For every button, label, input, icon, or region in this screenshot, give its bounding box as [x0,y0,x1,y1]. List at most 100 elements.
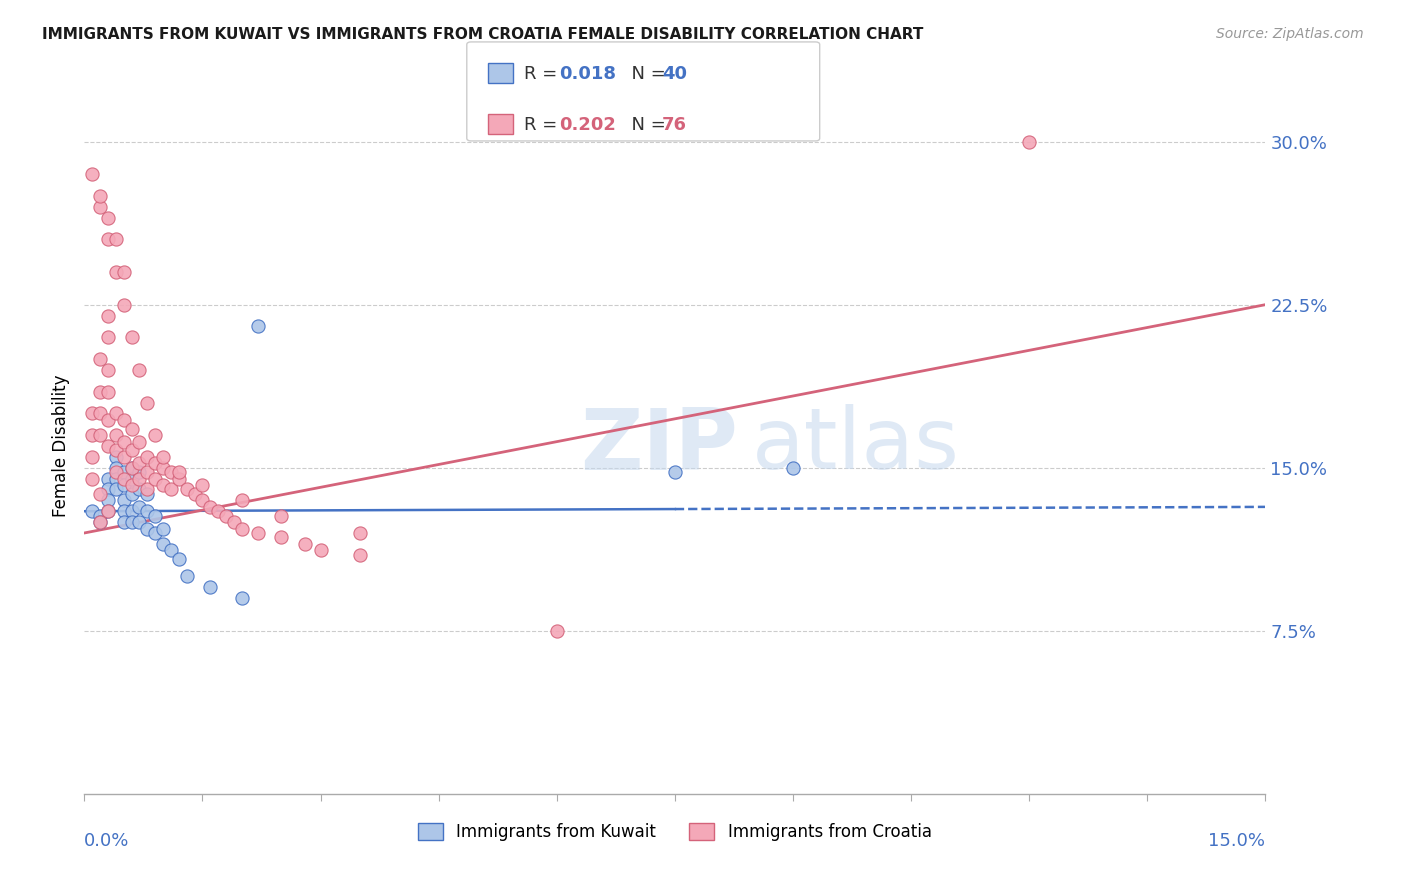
Point [89,508,111,523]
Point [121,460,143,475]
Point [121,443,143,458]
Point [782,460,804,475]
Point [97,413,120,427]
Point [104,483,127,497]
Legend: Immigrants from Kuwait, Immigrants from Croatia: Immigrants from Kuwait, Immigrants from … [412,817,938,848]
Point [121,515,143,529]
Point [270,508,292,523]
Point [128,363,150,377]
Point [231,591,253,606]
Point [97,504,120,518]
Point [128,434,150,449]
Point [82,504,104,518]
Point [82,406,104,420]
Point [104,465,127,479]
Point [89,384,111,399]
Text: N =: N = [620,116,672,134]
Point [121,472,143,486]
Point [136,522,159,536]
Point [143,472,166,486]
Point [104,406,127,420]
Point [215,508,238,523]
Text: 40: 40 [662,65,688,83]
Point [309,543,332,558]
Point [89,351,111,366]
Text: IMMIGRANTS FROM KUWAIT VS IMMIGRANTS FROM CROATIA FEMALE DISABILITY CORRELATION : IMMIGRANTS FROM KUWAIT VS IMMIGRANTS FRO… [42,27,924,42]
Point [128,472,150,486]
Point [176,569,198,583]
Point [89,200,111,214]
Point [160,483,183,497]
Text: 15.0%: 15.0% [1208,832,1265,850]
Point [128,465,150,479]
Point [104,472,127,486]
Point [121,487,143,501]
Point [136,450,159,464]
Point [97,330,120,344]
Point [104,428,127,442]
Point [104,443,127,458]
Point [112,265,135,279]
Point [112,465,135,479]
Point [152,450,174,464]
Point [121,330,143,344]
Text: atlas: atlas [752,404,960,488]
Point [89,515,111,529]
Point [136,465,159,479]
Point [97,504,120,518]
Point [112,413,135,427]
Point [97,211,120,225]
Point [136,395,159,409]
Point [128,500,150,514]
Text: R =: R = [524,116,564,134]
Point [160,465,183,479]
Point [152,522,174,536]
Point [143,457,166,471]
Point [191,493,214,508]
Point [222,515,245,529]
Point [82,472,104,486]
Point [104,232,127,246]
Point [89,515,111,529]
Text: N =: N = [620,65,672,83]
Point [97,483,120,497]
Point [349,526,371,541]
Point [246,319,269,334]
Point [112,478,135,492]
Point [294,537,316,551]
Text: ZIP: ZIP [581,404,738,488]
Point [231,522,253,536]
Point [128,457,150,471]
Point [191,478,214,492]
Point [89,406,111,420]
Point [104,460,127,475]
Point [270,530,292,544]
Point [97,472,120,486]
Point [89,487,111,501]
Point [231,493,253,508]
Point [167,552,190,566]
Text: R =: R = [524,65,564,83]
Point [207,504,229,518]
Point [143,428,166,442]
Point [97,384,120,399]
Point [546,624,568,638]
Point [1018,135,1040,149]
Text: 76: 76 [662,116,688,134]
Point [167,472,190,486]
Point [136,483,159,497]
Point [246,526,269,541]
Point [112,493,135,508]
Point [89,428,111,442]
Point [128,483,150,497]
Point [112,504,135,518]
Point [82,167,104,181]
Point [143,526,166,541]
Point [112,472,135,486]
Point [104,265,127,279]
Point [104,450,127,464]
Point [112,450,135,464]
Point [82,450,104,464]
Point [89,189,111,203]
Point [97,493,120,508]
